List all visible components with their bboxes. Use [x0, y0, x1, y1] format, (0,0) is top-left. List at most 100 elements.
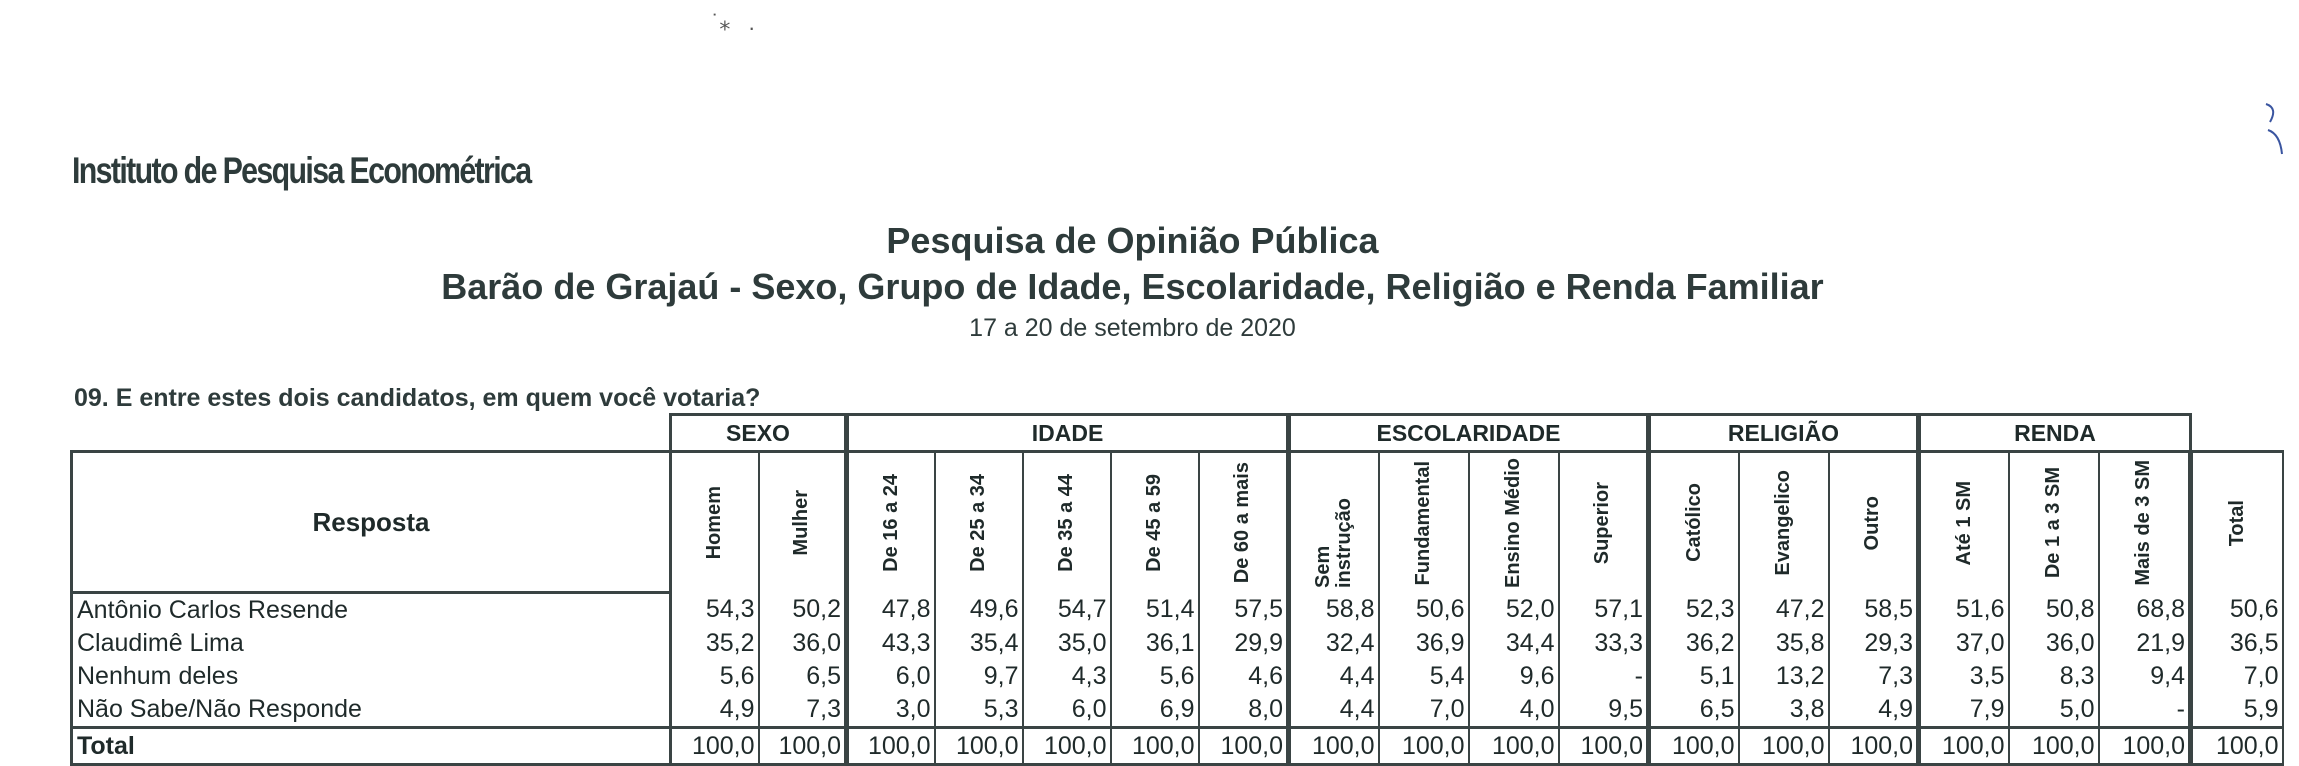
table-cell: 7,3 [757, 693, 848, 728]
scan-specks: ˙⁎ . [712, 10, 755, 35]
table-cell: 6,0 [844, 660, 936, 693]
column-header-35-44: De 35 a 44 [1055, 473, 1077, 572]
table-cell: 50,2 [757, 592, 848, 627]
table-cell: 58,5 [1827, 592, 1920, 627]
table-cell: 57,1 [1557, 592, 1650, 627]
table-cell: 100,0 [1377, 726, 1470, 766]
group-religiao: RELIGIÃO [1646, 413, 1920, 453]
table-cell: 4,3 [1021, 660, 1112, 693]
table-cell: 50,8 [2007, 592, 2100, 627]
table-cell: 100,0 [757, 726, 848, 766]
table-row: Nenhum deles 5,6 6,5 6,0 9,7 4,3 5,6 4,6 4,4 5,4 9… [70, 660, 2284, 693]
table-cell: 37,0 [1916, 627, 2010, 660]
table-cell: 29,9 [1197, 627, 1290, 660]
table-cell: 13,2 [1737, 660, 1830, 693]
table-cell: 100,0 [1286, 726, 1380, 766]
question-text: 09. E entre estes dois candidatos, em qu… [74, 384, 761, 412]
table-cell: 100,0 [844, 726, 936, 766]
table-cell: 7,9 [1916, 693, 2010, 728]
column-header-total: Total [2225, 499, 2248, 546]
table-cell: 5,0 [2007, 693, 2100, 728]
table-cell: 5,6 [669, 660, 760, 693]
table-cell: 33,3 [1557, 627, 1650, 660]
table-cell: - [1557, 660, 1650, 693]
group-escolaridade: ESCOLARIDADE [1286, 413, 1650, 453]
table-cell: 49,6 [933, 592, 1024, 627]
column-header-1-a-3-sm: De 1 a 3 SM [2042, 467, 2064, 579]
column-header-superior: Superior [1591, 481, 1614, 564]
table-cell: 50,6 [1377, 592, 1470, 627]
column-header-mulher: Mulher [790, 489, 813, 556]
table-cell: 50,6 [2188, 592, 2284, 627]
column-header-catolico: Católico [1682, 483, 1705, 563]
table-cell: 36,1 [1109, 627, 1200, 660]
table-cell: 100,0 [1109, 726, 1200, 766]
column-header-evangelico: Evangelico [1772, 469, 1794, 576]
table-cell: 51,4 [1109, 592, 1200, 627]
table-cell: 36,9 [1377, 627, 1470, 660]
table-cell: 35,8 [1737, 627, 1830, 660]
table-cell: 36,0 [2007, 627, 2100, 660]
table-cell: 8,3 [2007, 660, 2100, 693]
column-header-outro: Outro [1861, 495, 1884, 550]
column-header-ensino-medio: Ensino Médio [1502, 457, 1524, 588]
table-cell: 36,2 [1646, 627, 1740, 660]
table-cell: 6,5 [757, 660, 848, 693]
table-cell: 4,4 [1286, 660, 1380, 693]
table-cell: 32,4 [1286, 627, 1380, 660]
column-header-sem-instrucao: Sem instrução [1312, 497, 1356, 588]
table-cell: 100,0 [2188, 726, 2284, 766]
table-cell: 51,6 [1916, 592, 2010, 627]
table-cell: 4,6 [1197, 660, 1290, 693]
table-cell: 35,2 [669, 627, 760, 660]
handwritten-margin-mark [2265, 103, 2283, 155]
table-cell: 100,0 [933, 726, 1024, 766]
table-cell: 3,5 [1916, 660, 2010, 693]
table-cell: 36,0 [757, 627, 848, 660]
table-cell: 100,0 [2097, 726, 2192, 766]
group-sexo: SEXO [669, 413, 848, 453]
table-cell: 68,8 [2097, 592, 2192, 627]
table-cell: 6,5 [1646, 693, 1740, 728]
table-cell: 29,3 [1827, 627, 1920, 660]
column-header-ate-1-sm: Até 1 SM [1952, 480, 1975, 565]
institute-name: Instituto de Pesquisa Econométrica [72, 150, 532, 191]
column-header-60-mais: De 60 a mais [1231, 462, 1254, 584]
report-title: Pesquisa de Opinião Pública [886, 220, 1379, 261]
table-cell: 9,5 [1557, 693, 1650, 728]
column-header-mais-de-3-sm: Mais de 3 SM [2132, 459, 2155, 586]
table-cell: 100,0 [1557, 726, 1650, 766]
table-cell: 34,4 [1467, 627, 1560, 660]
report-date: 17 a 20 de setembro de 2020 [969, 314, 1296, 342]
table-cell: 4,9 [1827, 693, 1920, 728]
table-cell: 52,0 [1467, 592, 1560, 627]
table-cell: 5,4 [1377, 660, 1470, 693]
table-cell: 5,1 [1646, 660, 1740, 693]
table-cell: 5,3 [933, 693, 1024, 728]
table-cell: 4,4 [1286, 693, 1380, 728]
table-row: Não Sabe/Não Responde 4,9 7,3 3,0 5,3 6,0 6,9 8… [70, 693, 2284, 728]
column-header-fundamental: Fundamental [1412, 460, 1434, 585]
table-cell: 5,9 [2188, 693, 2284, 728]
row-label: Antônio Carlos Resende [70, 592, 672, 627]
table-cell: 36,5 [2188, 627, 2284, 660]
table-cell: 54,7 [1021, 592, 1112, 627]
table-cell: 100,0 [1916, 726, 2010, 766]
table-cell: 100,0 [1827, 726, 1920, 766]
table-cell: 5,6 [1109, 660, 1200, 693]
table-cell: 4,0 [1467, 693, 1560, 728]
table-cell: 6,9 [1109, 693, 1200, 728]
column-header-homem: Homem [703, 486, 726, 560]
table-cell: 4,9 [669, 693, 760, 728]
table-cell: 58,8 [1286, 592, 1380, 627]
row-label: Nenhum deles [70, 660, 672, 693]
table-row: Total 100,0 100,0 100,0 100,0 100,0 100,0 100,0… [70, 726, 2284, 766]
column-header-row: Resposta Homem Mulher De 16 a 24 De 25 a… [70, 450, 2284, 594]
table-cell: 100,0 [669, 726, 760, 766]
table-cell: 8,0 [1197, 693, 1290, 728]
row-label: Total [70, 726, 672, 766]
table-cell: 9,6 [1467, 660, 1560, 693]
table-cell: 54,3 [669, 592, 760, 627]
table-cell: 100,0 [1646, 726, 1740, 766]
group-renda: RENDA [1916, 413, 2192, 453]
